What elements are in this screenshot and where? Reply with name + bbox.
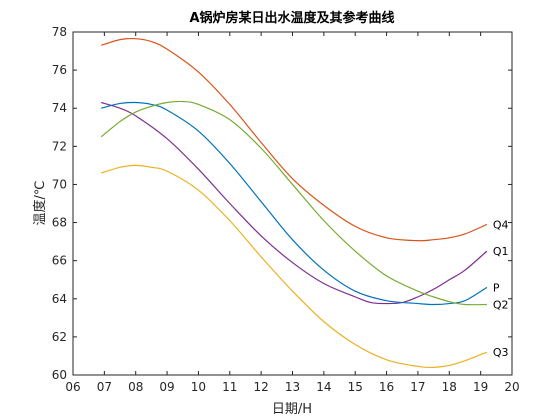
x-tick-label: 11 <box>222 380 237 394</box>
x-tick-label: 07 <box>97 380 112 394</box>
y-tick-label: 66 <box>52 254 67 268</box>
series-label-p: P <box>493 281 500 294</box>
plot-area <box>72 31 513 376</box>
x-tick-label: 14 <box>316 380 331 394</box>
y-tick-label: 72 <box>52 139 67 153</box>
y-tick-label: 76 <box>52 63 67 77</box>
series-line-q1 <box>101 101 488 305</box>
x-tick-label: 17 <box>410 380 425 394</box>
x-tick-label: 08 <box>128 380 143 394</box>
x-tick-label: 18 <box>442 380 457 394</box>
x-tick-label: 09 <box>159 380 174 394</box>
series-label-q4: Q4 <box>493 219 509 232</box>
x-tick-label: 12 <box>254 380 269 394</box>
y-tick-label: 64 <box>52 292 67 306</box>
x-tick-label: 16 <box>379 380 394 394</box>
x-tick-label: 10 <box>191 380 206 394</box>
series-layer <box>100 37 488 369</box>
x-tick-label: 06 <box>65 380 80 394</box>
ticks-layer: 06 07 08 09 10 11 12 13 14 15 16 17 18 19 20 60 62 64 66 68… <box>52 25 520 394</box>
series-line-p <box>101 101 488 306</box>
series-label-q1: Q1 <box>493 245 509 258</box>
y-tick-label: 62 <box>52 330 67 344</box>
x-axis-title: 日期/H <box>272 402 312 417</box>
y-axis-title: 温度/℃ <box>32 181 48 226</box>
x-tick-label: 15 <box>348 380 363 394</box>
y-tick-label: 60 <box>52 368 67 382</box>
y-tick-label: 78 <box>52 25 67 39</box>
x-tick-label: 13 <box>285 380 300 394</box>
y-tick-label: 70 <box>52 177 67 191</box>
series-label-q3: Q3 <box>493 346 509 359</box>
chart-title: A锅炉房某日出水温度及其参考曲线 <box>189 10 394 26</box>
series-labels: Q4 Q1 P Q2 Q3 <box>493 219 509 360</box>
series-line-q3 <box>101 164 488 369</box>
series-line-q2 <box>100 100 487 306</box>
x-tick-label: 19 <box>473 380 488 394</box>
x-tick-label: 20 <box>504 380 519 394</box>
y-tick-label: 68 <box>52 216 67 230</box>
series-line-q4 <box>101 37 488 242</box>
y-tick-label: 74 <box>52 101 67 115</box>
series-label-q2: Q2 <box>493 299 509 312</box>
